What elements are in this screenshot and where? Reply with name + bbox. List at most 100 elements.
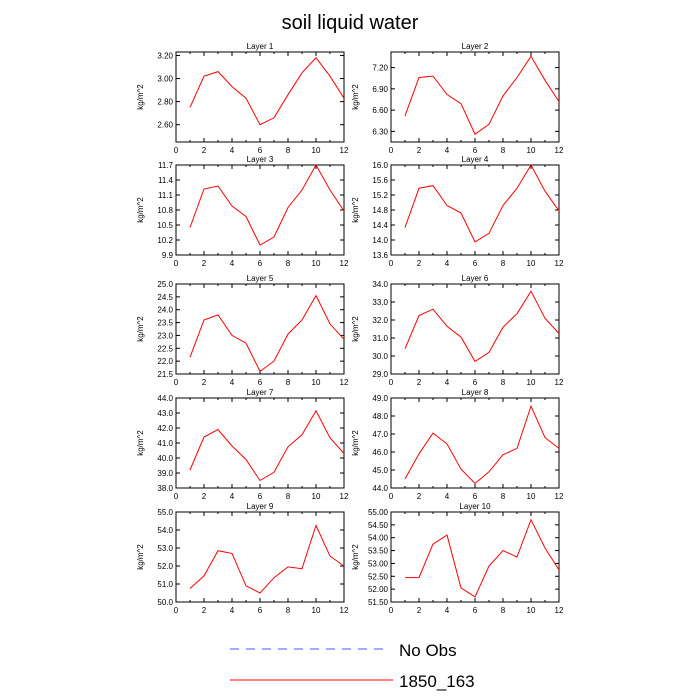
x-tick-label: 10 [312, 606, 321, 615]
y-tick-label: 15.2 [372, 191, 388, 200]
x-tick-label: 8 [286, 606, 291, 615]
x-tick-label: 0 [389, 492, 394, 501]
x-tick-label: 8 [286, 492, 291, 501]
y-tick-label: 24.5 [157, 293, 173, 302]
x-tick-label: 4 [445, 492, 450, 501]
x-tick-label: 10 [527, 492, 536, 501]
y-tick-label: 51.50 [368, 598, 389, 607]
x-tick-label: 10 [312, 492, 321, 501]
series-line [189, 57, 345, 126]
y-axis-label: kg/m^2 [136, 430, 145, 456]
panel-title: Layer 2 [462, 42, 489, 51]
x-tick-label: 10 [312, 146, 321, 155]
panel-frame [175, 283, 345, 375]
panel-frame [175, 511, 345, 603]
x-tick-label: 4 [445, 146, 450, 155]
panel-layer-7: Layer 7 kg/m^2 0 2 4 6 8 10 12 38.0 39.0 40.0 41.0 42… [136, 388, 349, 501]
x-tick-label: 6 [473, 606, 478, 615]
panel-frame [175, 164, 345, 256]
x-tick-label: 2 [202, 492, 207, 501]
panel-layer-4: Layer 4 kg/m^2 0 2 4 6 8 10 12 13.6 14.0 14.4 14.8 15… [351, 155, 564, 268]
x-tick-label: 4 [230, 492, 235, 501]
y-tick-label: 25.0 [157, 280, 173, 289]
x-tick-label: 4 [230, 259, 235, 268]
x-tick-label: 0 [174, 606, 179, 615]
x-tick-label: 2 [417, 259, 422, 268]
y-axis-label: kg/m^2 [351, 84, 360, 110]
x-tick-label: 6 [473, 146, 478, 155]
x-tick-label: 12 [340, 492, 349, 501]
x-tick-label: 8 [286, 378, 291, 387]
series-line [404, 163, 560, 243]
legend: No Obs 1850_163 [230, 641, 475, 691]
x-tick-label: 0 [389, 146, 394, 155]
y-tick-label: 16.0 [372, 161, 388, 170]
x-tick-label: 0 [174, 259, 179, 268]
y-tick-label: 23.5 [157, 319, 173, 328]
y-tick-label: 53.50 [368, 547, 389, 556]
x-tick-label: 2 [417, 378, 422, 387]
panel-frame [390, 51, 560, 143]
y-tick-label: 24.0 [157, 306, 173, 315]
x-tick-label: 0 [389, 378, 394, 387]
y-tick-label: 30.0 [372, 352, 388, 361]
figure-title: soil liquid water [282, 12, 419, 34]
panel-layer-8: Layer 8 kg/m^2 0 2 4 6 8 10 12 44.0 45.0 46.0 47.0 48… [351, 388, 564, 501]
y-tick-label: 6.30 [372, 127, 388, 136]
x-tick-label: 8 [501, 378, 506, 387]
panel-layer-9: Layer 9 kg/m^2 0 2 4 6 8 10 12 50.0 51.0 52.0 53.0 54… [136, 502, 349, 615]
panel-title: Layer 5 [247, 274, 274, 283]
legend-model-label: 1850_163 [399, 672, 475, 691]
panel-layer-2: Layer 2 kg/m^2 0 2 4 6 8 10 12 6.30 6.60 6.90 7.20 [351, 42, 564, 155]
x-tick-label: 10 [527, 259, 536, 268]
panel-title: Layer 3 [247, 155, 274, 164]
panel-title: Layer 9 [247, 502, 274, 511]
y-tick-label: 44.0 [372, 484, 388, 493]
x-tick-label: 10 [312, 378, 321, 387]
series-line [404, 55, 560, 135]
y-tick-label: 54.50 [368, 521, 389, 530]
x-tick-label: 0 [174, 378, 179, 387]
series-line [189, 524, 345, 594]
y-tick-label: 2.80 [157, 98, 173, 107]
panel-layer-3: Layer 3 kg/m^2 0 2 4 6 8 10 12 9.9 10.2 10.5 10.8 11.… [136, 155, 349, 268]
y-tick-label: 34.0 [372, 280, 388, 289]
series-line [189, 294, 345, 373]
x-tick-label: 6 [473, 492, 478, 501]
y-tick-label: 53.00 [368, 559, 389, 568]
y-tick-label: 54.00 [368, 534, 389, 543]
x-tick-label: 2 [202, 146, 207, 155]
x-tick-label: 6 [258, 378, 263, 387]
y-tick-label: 38.0 [157, 484, 173, 493]
y-tick-label: 48.0 [372, 412, 388, 421]
x-tick-label: 2 [417, 492, 422, 501]
x-tick-label: 2 [417, 606, 422, 615]
y-tick-label: 11.4 [158, 176, 174, 185]
panel-layer-5: Layer 5 kg/m^2 0 2 4 6 8 10 12 21.5 22.0 22.5 23.0 23… [136, 274, 349, 387]
y-tick-label: 7.20 [372, 64, 388, 73]
x-tick-label: 4 [445, 378, 450, 387]
y-tick-label: 50.0 [157, 598, 173, 607]
series-line [405, 518, 560, 598]
y-tick-label: 21.5 [157, 370, 173, 379]
y-tick-label: 11.1 [158, 191, 174, 200]
y-tick-label: 41.0 [157, 439, 173, 448]
y-tick-label: 3.00 [157, 75, 173, 84]
x-tick-label: 12 [340, 378, 349, 387]
x-tick-label: 0 [389, 259, 394, 268]
y-tick-label: 33.0 [372, 298, 388, 307]
series-line [189, 163, 345, 246]
panel-layer-6: Layer 6 kg/m^2 0 2 4 6 8 10 12 29.0 30.0 31.0 32.0 33… [351, 274, 564, 387]
x-tick-label: 2 [202, 606, 207, 615]
y-tick-label: 6.90 [372, 85, 388, 94]
x-tick-label: 12 [555, 606, 564, 615]
x-tick-label: 8 [501, 259, 506, 268]
x-tick-label: 2 [202, 259, 207, 268]
x-tick-label: 4 [230, 606, 235, 615]
y-tick-label: 32.0 [372, 316, 388, 325]
x-tick-label: 8 [286, 146, 291, 155]
y-tick-label: 42.0 [157, 424, 173, 433]
y-tick-label: 2.60 [157, 121, 173, 130]
panel-title: Layer 8 [462, 388, 489, 397]
